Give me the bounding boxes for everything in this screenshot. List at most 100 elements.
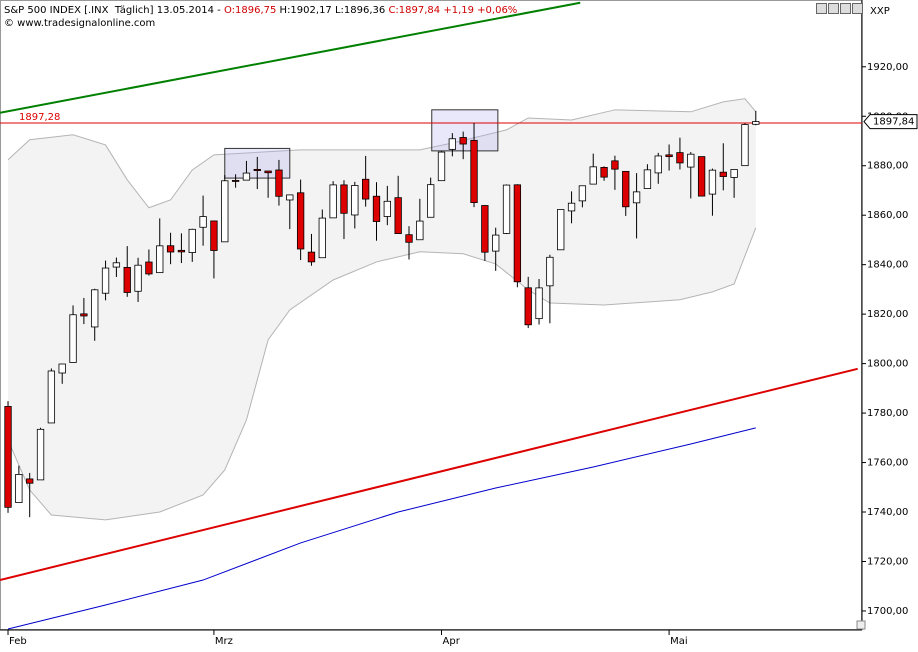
resize-handle[interactable] [856, 620, 866, 630]
candle-body [752, 121, 760, 125]
candle-body [199, 216, 207, 228]
candle-body [546, 256, 554, 287]
candle-body [91, 289, 99, 328]
candle-body [437, 151, 446, 182]
candle-body [405, 234, 413, 243]
candle-body [275, 169, 283, 197]
open-value: O:1896,75 [223, 5, 277, 16]
y-tick-label: 1800,00 [867, 359, 908, 370]
candle-body [741, 124, 749, 167]
highlight-box [431, 109, 499, 152]
next-button[interactable] [828, 3, 839, 14]
candle-body [210, 220, 218, 251]
x-tick-label: Mrz [215, 636, 233, 647]
x-tick-label: Mai [670, 636, 688, 647]
candle-body [80, 313, 88, 317]
candle-body [329, 184, 337, 219]
prev-button[interactable] [816, 3, 827, 14]
close-button[interactable] [852, 3, 863, 14]
candle-body [654, 155, 662, 174]
y-tick-label: 1720,00 [867, 556, 908, 567]
candle-body [567, 202, 576, 212]
candle-body [470, 139, 478, 204]
candle-body [589, 166, 597, 185]
candle-body [557, 209, 565, 251]
close-change: C:1897,84 +1,19 +0,06% [388, 5, 518, 16]
candle-body [448, 138, 457, 150]
header: S&P 500 INDEX [.INX Täglich] 13.05.2014 … [4, 4, 517, 30]
candle-body [101, 267, 110, 294]
candle-body [361, 178, 370, 200]
y-tick-label: 1860,00 [867, 210, 908, 221]
y-tick-label: 1700,00 [867, 606, 908, 617]
candle-body [286, 194, 294, 201]
candle-body [307, 251, 316, 263]
candle-body [36, 428, 45, 481]
candle-body [535, 287, 543, 320]
high-low-value: H:1902,17 L:1896,36 [279, 5, 386, 16]
candle-body [622, 170, 630, 208]
candle-body [188, 228, 196, 253]
symbol: XXP [870, 6, 890, 17]
candle-body [459, 137, 467, 145]
axis-layer: 1700,00 1720,00 1740,00 1760,00 1780,00 1800,… [7, 62, 918, 647]
candle-layer [4, 110, 760, 518]
candle-body [632, 191, 641, 204]
price-tag [863, 114, 918, 130]
candle-body [600, 167, 608, 178]
window-button[interactable] [840, 3, 851, 14]
candle-body [58, 363, 66, 374]
candle-body [318, 217, 326, 259]
toolbar [816, 3, 863, 14]
candle-body [296, 192, 305, 250]
candle-body [697, 156, 706, 197]
candle-body [611, 160, 619, 170]
copyright: © www.tradesignalonline.com [4, 18, 156, 29]
candle-body [123, 266, 131, 293]
y-tick-label: 1740,00 [867, 507, 908, 518]
instrument: S&P 500 INDEX [.INX Täglich] 13.05.2014 … [4, 5, 221, 16]
price-tag-label: 1897,84 [873, 117, 914, 128]
candle-body [221, 180, 229, 243]
candle-body [687, 153, 695, 168]
candle-body [112, 262, 121, 268]
candle-body [416, 220, 424, 241]
candle-body [492, 234, 500, 252]
y-tick-label: 1820,00 [867, 309, 908, 320]
indicator-line [7, 227, 757, 521]
candle-body [15, 474, 23, 503]
candle-body [69, 314, 77, 363]
candle-body [26, 478, 34, 484]
candle-body [242, 172, 251, 181]
candle-body [156, 245, 164, 274]
candle-body [177, 249, 186, 253]
candle-body [578, 185, 587, 202]
candle-body [372, 195, 381, 222]
y-tick-label: 1880,00 [867, 161, 908, 172]
candle-body [394, 197, 402, 234]
candle-body [47, 370, 56, 424]
candle-body [351, 185, 359, 216]
candle-body [481, 205, 489, 253]
candle-body [427, 184, 435, 218]
candle-body [524, 287, 532, 326]
candle-body [383, 200, 391, 217]
indicator-line [7, 427, 756, 630]
candle-body [676, 152, 684, 164]
candle-body [231, 180, 240, 182]
y-tick-label: 1760,00 [867, 458, 908, 469]
horizontal-line-label: 1897,28 [19, 112, 60, 123]
x-tick-label: Feb [9, 636, 27, 647]
candle-body [166, 245, 175, 253]
candle-body [502, 184, 511, 234]
candle-body [513, 184, 522, 283]
candle-body [134, 264, 142, 292]
candle-body [340, 184, 348, 214]
indicator-line [0, 367, 858, 582]
candle-body [264, 170, 272, 174]
y-tick-label: 1920,00 [867, 62, 908, 73]
candle-body [665, 154, 673, 158]
candle-body [730, 169, 738, 178]
candle-body [719, 171, 727, 177]
